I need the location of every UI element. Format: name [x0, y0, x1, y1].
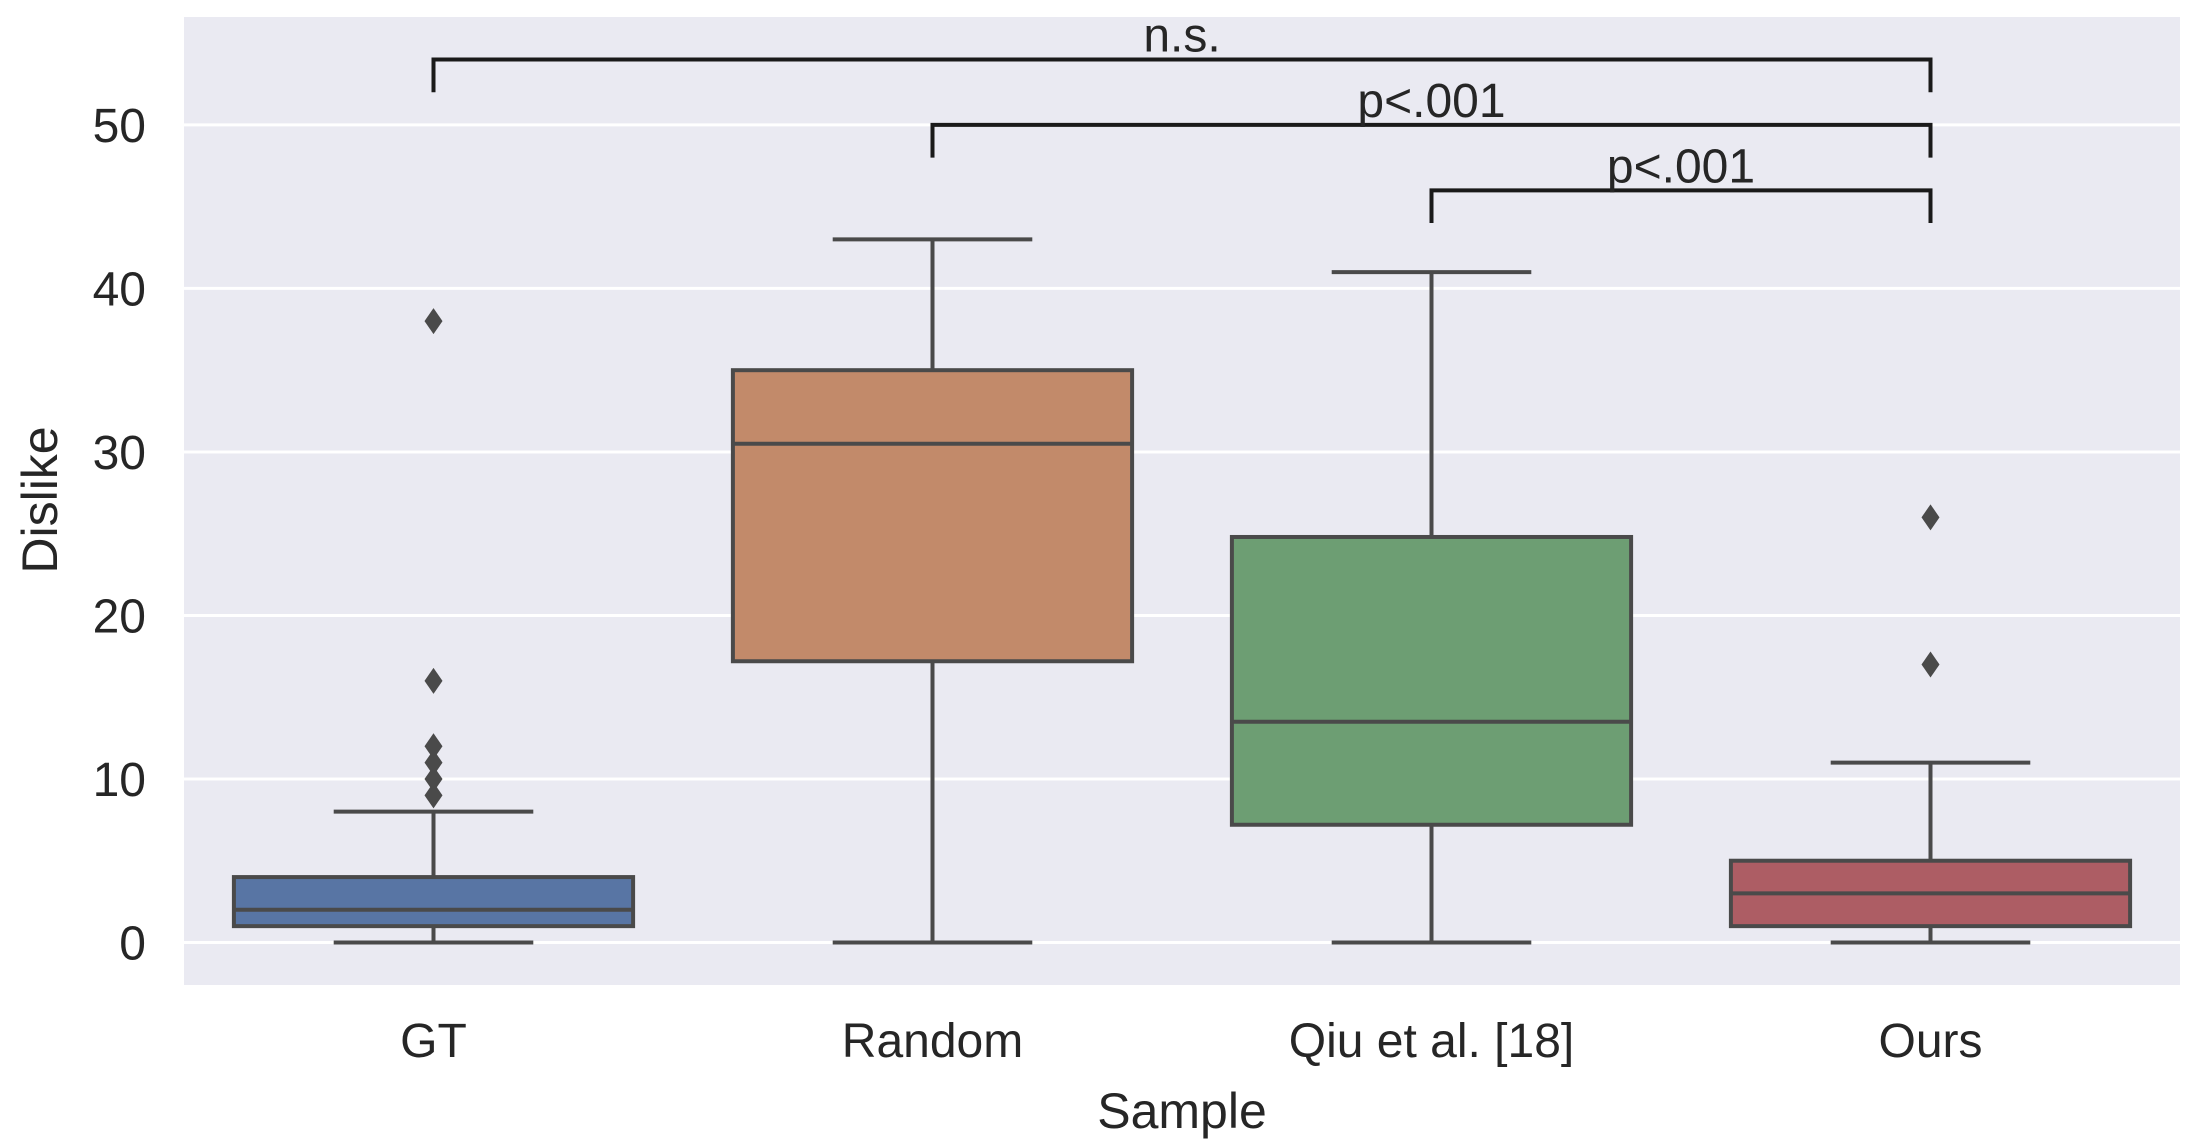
outlier-marker-5: [424, 667, 443, 694]
outlier-marker-6: [424, 308, 443, 335]
y-tick-label-20: 20: [93, 590, 146, 643]
x-axis-label: Sample: [1097, 1083, 1267, 1139]
significance-label: p<.001: [1357, 75, 1505, 128]
outlier-marker-1: [424, 782, 443, 809]
x-tick-label-1: GT: [400, 1015, 467, 1068]
x-tick-label-2: Random: [842, 1015, 1023, 1068]
significance-label: n.s.: [1143, 10, 1220, 63]
outlier-marker-2: [1921, 504, 1940, 531]
box-iqr: [231, 875, 636, 929]
box-group-1: [231, 308, 636, 945]
outlier-marker-4: [424, 733, 443, 760]
significance-annotations: n.s. p<.001 p<.001: [431, 10, 1933, 224]
outlier-marker-1: [1921, 651, 1940, 678]
y-tick-label-10: 10: [93, 754, 146, 807]
box-iqr: [1229, 534, 1634, 827]
plot-background: [184, 17, 2180, 985]
y-tick-label-0: 0: [119, 917, 146, 970]
box-group-2: [730, 237, 1135, 945]
significance-label: p<.001: [1607, 140, 1755, 193]
box-group-3: [1229, 270, 1634, 945]
bracket-line: [930, 122, 1933, 158]
boxes-layer: [231, 237, 2133, 945]
x-tick-label-4: Ours: [1878, 1015, 1982, 1068]
y-tick-label-30: 30: [93, 427, 146, 480]
y-tick-labels: 0 10 20 30 40 50: [93, 100, 146, 971]
outlier-marker-2: [424, 765, 443, 792]
y-axis-label: Dislike: [12, 426, 68, 573]
y-tick-label-50: 50: [93, 100, 146, 153]
x-tick-label-3: Qiu et al. [18]: [1289, 1015, 1575, 1068]
significance-bracket-3: p<.001: [1429, 140, 1933, 224]
x-tick-labels: GT Random Qiu et al. [18] Ours: [400, 1015, 1982, 1068]
box-iqr: [730, 368, 1135, 664]
box-group-4: [1728, 504, 2133, 945]
significance-bracket-2: p<.001: [930, 75, 1933, 158]
significance-bracket-1: n.s.: [431, 10, 1933, 93]
y-tick-label-40: 40: [93, 263, 146, 316]
bracket-line: [1429, 188, 1933, 224]
bracket-line: [431, 57, 1933, 93]
outlier-marker-3: [424, 749, 443, 776]
